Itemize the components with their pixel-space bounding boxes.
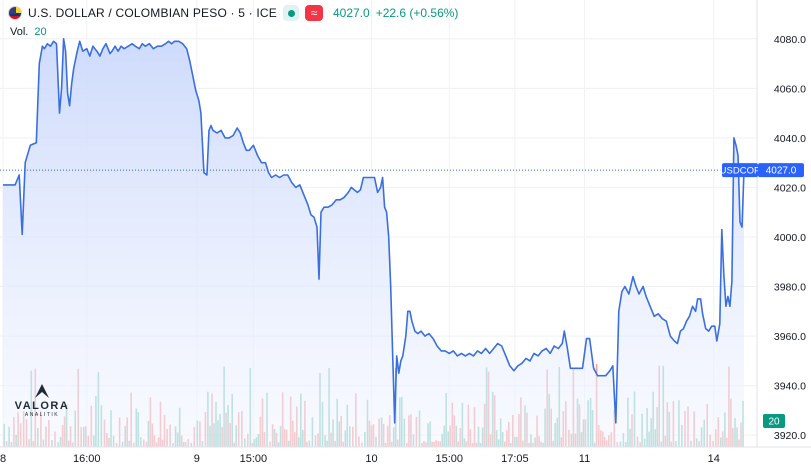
time-tick-label: 11 <box>579 453 590 465</box>
price-change: +22.6 (+0.56%) <box>375 6 459 20</box>
logo-subtitle: ANALITIK <box>24 412 60 418</box>
price-area <box>3 38 744 447</box>
time-tick-label: 17:05 <box>501 453 529 465</box>
last-price-tag: 4027.0 <box>758 163 804 178</box>
time-tick-label: 10 <box>365 453 377 465</box>
last-price-tag-label: 4027.0 <box>766 166 797 177</box>
time-axis[interactable]: 8 16:00 9 15:00 10 15:00 17:05 11 14 <box>0 453 720 465</box>
logo-name: VALORA <box>14 400 70 412</box>
chart-legend: U.S. DOLLAR / COLOMBIAN PESO · 5 · ICE ≈… <box>8 4 458 22</box>
price-tick-label: 4080.0 <box>774 34 806 46</box>
price-tick-label: 3920.0 <box>774 430 806 442</box>
market-status-dot-icon[interactable] <box>283 5 299 21</box>
volume-legend[interactable]: Vol. 20 <box>10 26 47 38</box>
price-tick-label: 4000.0 <box>774 232 806 244</box>
price-axis[interactable]: 4080.0 4060.0 4040.0 4020.0 4000.0 3980.0 3960… <box>774 34 806 442</box>
time-tick-label: 14 <box>708 453 720 465</box>
price-tick-label: 4040.0 <box>774 133 806 145</box>
time-tick-label: 9 <box>194 453 200 465</box>
price-tick-label: 3940.0 <box>774 381 806 393</box>
time-tick-label: 16:00 <box>73 453 101 465</box>
us-colombia-flag-icon <box>8 6 22 20</box>
wave-icon[interactable]: ≈ <box>305 5 323 21</box>
valora-logo: VALORA ANALITIK <box>12 383 72 423</box>
last-price: 4027.0 <box>333 6 370 20</box>
symbol-title[interactable]: U.S. DOLLAR / COLOMBIAN PESO · 5 · ICE <box>28 6 277 20</box>
price-tick-label: 4020.0 <box>774 182 806 194</box>
price-tick-label: 3980.0 <box>774 282 806 294</box>
volume-tag-label: 20 <box>768 417 780 428</box>
symbol-tag-label: USDCOP <box>720 166 761 177</box>
valora-logo-mark-icon <box>35 384 49 398</box>
time-tick-label: 8 <box>0 453 6 465</box>
price-tick-label: 4060.0 <box>774 83 806 95</box>
volume-value: 20 <box>34 26 47 38</box>
time-tick-label: 15:00 <box>435 453 463 465</box>
volume-tag: 20 <box>763 414 785 428</box>
price-line[interactable] <box>3 38 745 424</box>
symbol-tag: USDCOP <box>720 163 761 178</box>
time-tick-label: 15:00 <box>240 453 268 465</box>
price-tick-label: 3960.0 <box>774 331 806 343</box>
volume-label: Vol. <box>10 26 29 38</box>
